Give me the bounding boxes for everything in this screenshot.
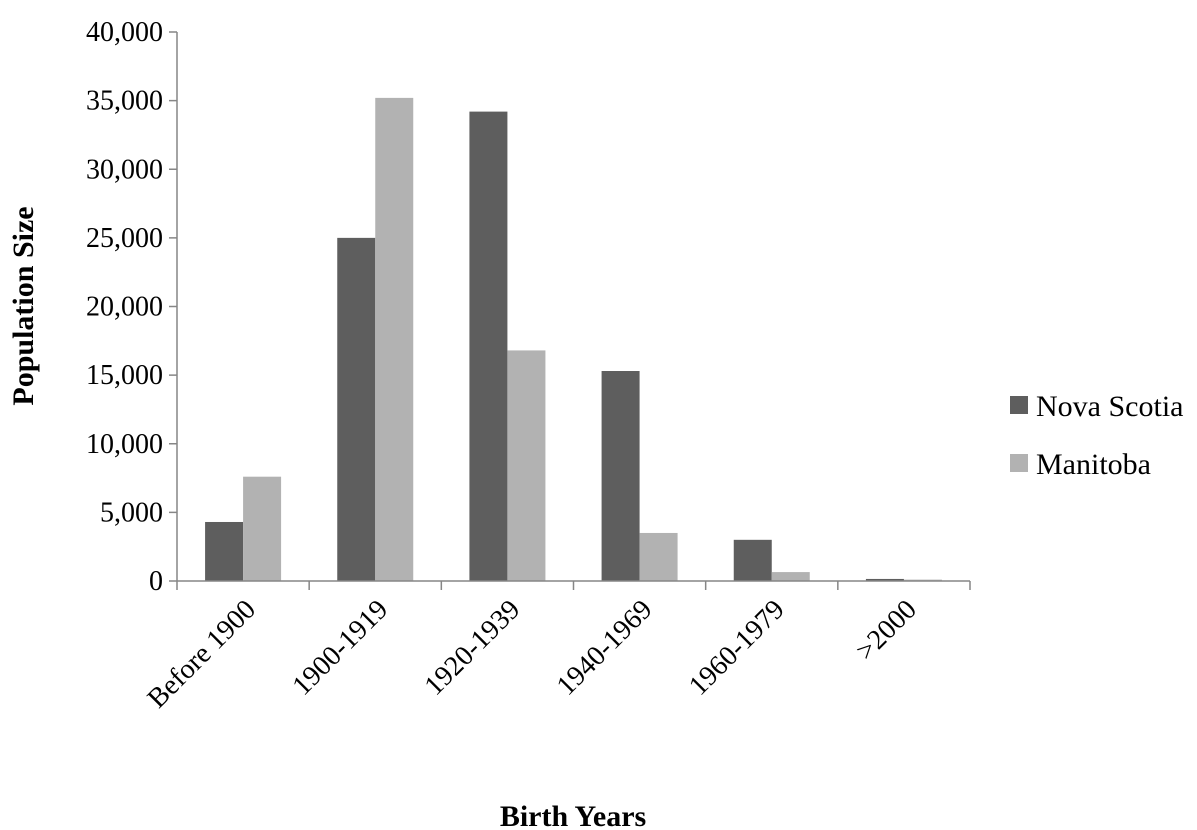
y-tick-label: 40,000 xyxy=(86,17,163,48)
y-tick-label: 35,000 xyxy=(86,86,163,117)
bar-nova-scotia xyxy=(205,521,244,581)
bar-nova-scotia xyxy=(733,539,772,581)
y-axis-title: Population Size xyxy=(7,206,40,405)
x-axis-ticks: Before 1900 1900-1919 1920-1939 1940-1969 19… xyxy=(142,581,971,714)
bar-manitoba xyxy=(507,350,546,581)
y-axis-ticks: 0 5,000 10,000 15,000 20,000 25,000 30,000 35,0… xyxy=(86,17,177,597)
bar-manitoba xyxy=(639,532,678,581)
legend-swatch xyxy=(1010,454,1028,472)
bar-manitoba xyxy=(375,97,414,581)
legend-swatch xyxy=(1010,396,1028,414)
bar-manitoba xyxy=(243,476,282,581)
x-tick-label: Before 1900 xyxy=(142,594,262,714)
y-tick-label: 15,000 xyxy=(86,360,163,391)
y-tick-label: 20,000 xyxy=(86,292,163,323)
x-tick-label: 1960-1979 xyxy=(683,594,791,702)
y-tick-label: 10,000 xyxy=(86,429,163,460)
bar-nova-scotia xyxy=(337,237,376,581)
bar-nova-scotia xyxy=(469,111,508,581)
y-tick-label: 30,000 xyxy=(86,154,163,185)
legend: Nova Scotia Manitoba xyxy=(1010,390,1183,481)
x-tick-label: 1920-1939 xyxy=(419,594,527,702)
legend-label: Manitoba xyxy=(1036,448,1151,481)
bar-nova-scotia xyxy=(601,371,640,581)
x-axis-title: Birth Years xyxy=(500,800,646,830)
x-tick-label: 1900-1919 xyxy=(286,594,394,702)
y-tick-label: 5,000 xyxy=(100,497,163,528)
bar-nova-scotia xyxy=(865,578,904,581)
y-tick-label: 25,000 xyxy=(86,223,163,254)
legend-label: Nova Scotia xyxy=(1036,390,1183,423)
bars-group xyxy=(205,97,942,581)
x-tick-label: >2000 xyxy=(850,594,923,667)
x-tick-label: 1940-1969 xyxy=(551,594,659,702)
bar-manitoba xyxy=(771,572,810,581)
y-tick-label: 0 xyxy=(149,566,163,597)
